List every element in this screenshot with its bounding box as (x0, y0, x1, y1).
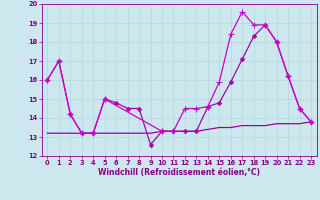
X-axis label: Windchill (Refroidissement éolien,°C): Windchill (Refroidissement éolien,°C) (98, 168, 260, 177)
